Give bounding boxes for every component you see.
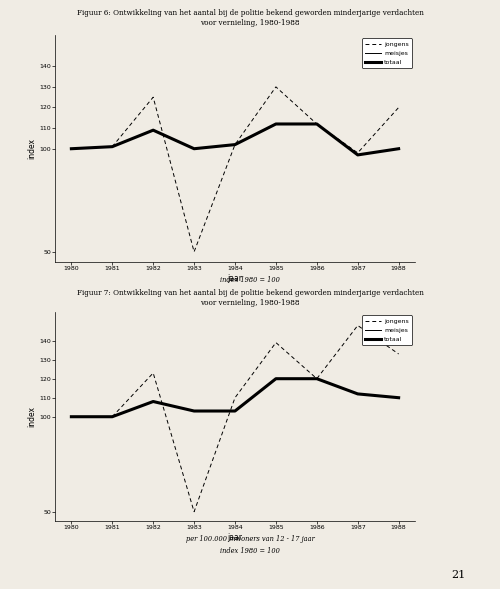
meisjes [68, 145, 74, 152]
totaal [191, 408, 197, 415]
meisjes [110, 143, 116, 150]
meisjes [110, 413, 116, 421]
jongens [191, 508, 197, 515]
totaal [354, 151, 360, 158]
meisjes [396, 394, 402, 401]
totaal [354, 391, 360, 398]
Text: Figuur 7: Ontwikkeling van het aantal bij de politie bekend geworden minderjarig: Figuur 7: Ontwikkeling van het aantal bi… [76, 289, 424, 297]
totaal [68, 145, 74, 152]
meisjes [273, 375, 279, 382]
jongens [191, 248, 197, 255]
jongens [110, 143, 116, 150]
Line: totaal: totaal [72, 124, 398, 155]
X-axis label: jaar: jaar [228, 533, 242, 542]
totaal [396, 145, 402, 152]
meisjes [191, 145, 197, 152]
jongens [110, 413, 116, 421]
Y-axis label: index: index [28, 138, 36, 159]
Text: voor vernieling, 1980-1988: voor vernieling, 1980-1988 [200, 299, 300, 307]
jongens [314, 120, 320, 127]
Text: 21: 21 [451, 570, 465, 580]
totaal [232, 408, 238, 415]
meisjes [232, 408, 238, 415]
meisjes [354, 391, 360, 398]
totaal [396, 394, 402, 401]
totaal [232, 141, 238, 148]
Line: totaal: totaal [72, 379, 398, 417]
meisjes [191, 408, 197, 415]
meisjes [68, 413, 74, 421]
meisjes [314, 375, 320, 382]
totaal [68, 413, 74, 421]
jongens [232, 394, 238, 401]
jongens [314, 375, 320, 382]
meisjes [354, 151, 360, 158]
Legend: jongens, meisjes, totaal: jongens, meisjes, totaal [362, 315, 412, 345]
meisjes [314, 120, 320, 127]
jongens [68, 413, 74, 421]
Text: Figuur 6: Ontwikkeling van het aantal bij de politie bekend geworden minderjarig: Figuur 6: Ontwikkeling van het aantal bi… [76, 9, 424, 17]
jongens [354, 149, 360, 156]
jongens [273, 339, 279, 346]
totaal [273, 375, 279, 382]
Text: per 100.000 inwoners van 12 - 17 jaar: per 100.000 inwoners van 12 - 17 jaar [186, 535, 314, 543]
X-axis label: jaar: jaar [228, 274, 242, 283]
Legend: jongens, meisjes, totaal: jongens, meisjes, totaal [362, 38, 412, 68]
meisjes [273, 120, 279, 127]
Text: voor vernieling, 1980-1988: voor vernieling, 1980-1988 [200, 19, 300, 27]
totaal [110, 413, 116, 421]
Line: jongens: jongens [72, 87, 398, 252]
jongens [68, 145, 74, 152]
jongens [150, 94, 156, 101]
Text: index 1980 = 100: index 1980 = 100 [220, 276, 280, 284]
totaal [110, 143, 116, 150]
jongens [273, 83, 279, 90]
totaal [273, 120, 279, 127]
meisjes [396, 145, 402, 152]
meisjes [150, 127, 156, 134]
Line: jongens: jongens [72, 326, 398, 512]
Text: index 1980 = 100: index 1980 = 100 [220, 547, 280, 555]
meisjes [150, 398, 156, 405]
Y-axis label: index: index [28, 406, 36, 427]
totaal [191, 145, 197, 152]
totaal [150, 127, 156, 134]
meisjes [232, 141, 238, 148]
totaal [314, 120, 320, 127]
Line: meisjes: meisjes [72, 379, 398, 417]
jongens [150, 369, 156, 376]
totaal [314, 375, 320, 382]
jongens [396, 350, 402, 358]
jongens [232, 141, 238, 148]
Line: meisjes: meisjes [72, 124, 398, 155]
jongens [354, 322, 360, 329]
totaal [150, 398, 156, 405]
jongens [396, 104, 402, 111]
